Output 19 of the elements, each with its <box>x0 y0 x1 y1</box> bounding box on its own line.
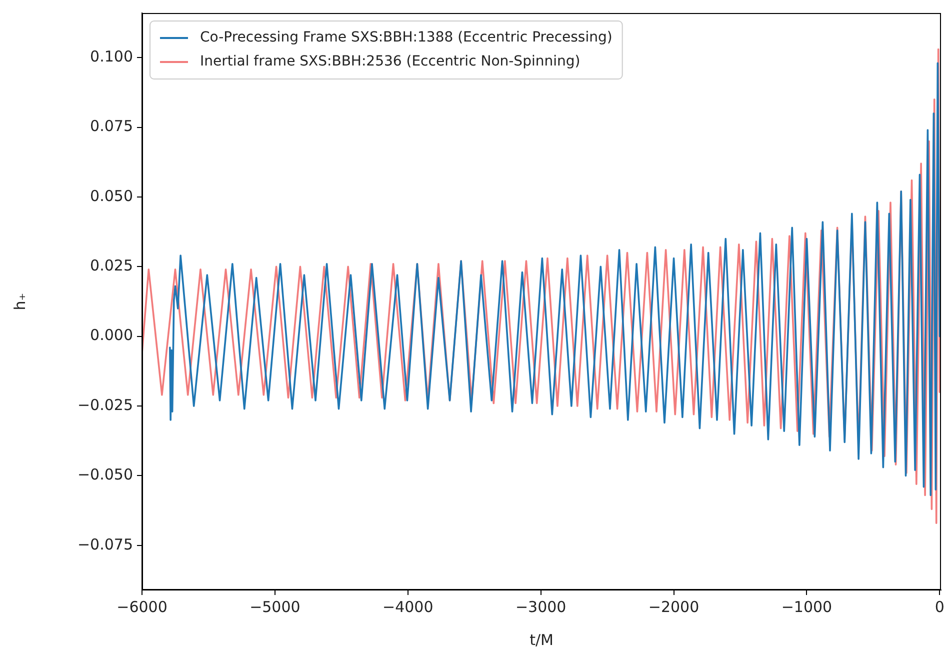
x-tick-label: −6000 <box>116 598 168 616</box>
y-tick-label: 0.100 <box>90 47 133 66</box>
x-tick-label: −2000 <box>648 598 700 616</box>
x-tick-label: −4000 <box>382 598 434 616</box>
x-tick-label: 0 <box>934 598 944 616</box>
legend-label: Co-Precessing Frame SXS:BBH:1388 (Eccentric Precessing) <box>200 30 612 46</box>
y-tick-label: −0.075 <box>77 535 133 554</box>
x-tick-label: −3000 <box>515 598 566 616</box>
y-tick-label: 0.050 <box>90 186 133 205</box>
y-axis-title: h₊ <box>10 292 29 310</box>
y-tick-label: −0.050 <box>77 466 133 484</box>
legend-label: Inertial frame SXS:BBH:2536 (Eccentric Non-Spinning) <box>200 54 580 70</box>
y-tick-label: 0.025 <box>90 256 133 275</box>
y-tick-label: −0.025 <box>77 396 133 414</box>
y-tick-label: 0.000 <box>90 326 133 344</box>
x-tick-label: −5000 <box>250 598 300 616</box>
x-axis-title: t/M <box>530 630 554 649</box>
x-tick-label: −1000 <box>781 598 832 616</box>
y-tick-label: 0.075 <box>90 117 133 136</box>
